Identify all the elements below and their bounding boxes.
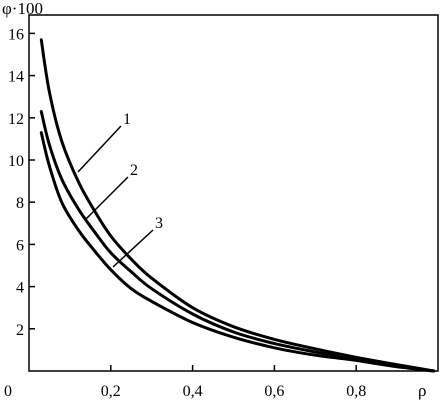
origin-label: 0 [4, 383, 12, 400]
series-lines [39, 38, 436, 373]
y-tick-label: 12 [8, 111, 24, 128]
x-axis-ticks: 0,2 0,4 0,6 0,8 [101, 365, 366, 400]
y-tick-label: 8 [16, 195, 24, 212]
series-label-1: 1 [123, 111, 131, 128]
series-leader-3 [112, 229, 154, 268]
y-tick-label: 16 [8, 26, 24, 43]
y-tick-label: 10 [8, 153, 24, 170]
x-axis-title: ρ [418, 381, 426, 400]
y-tick-label: 14 [8, 69, 24, 86]
series-label-3: 3 [155, 215, 163, 232]
series-line-3 [39, 131, 436, 373]
plot-frame [28, 14, 439, 372]
series-line-1 [39, 38, 436, 373]
series-labels: 1 2 3 [77, 111, 163, 268]
y-tick-label: 6 [16, 237, 24, 254]
y-axis-title: φ·100 [2, 0, 43, 18]
y-tick-label: 4 [16, 280, 24, 297]
series-line-2 [39, 110, 436, 373]
series-label-2: 2 [130, 162, 138, 179]
x-tick-label: 0,2 [101, 383, 121, 400]
x-tick-label: 0,8 [346, 383, 366, 400]
x-tick-label: 0,4 [183, 383, 203, 400]
series-leader-1 [77, 125, 122, 173]
y-axis-ticks: 2 4 6 8 10 12 14 16 [8, 26, 35, 339]
series-leader-2 [85, 176, 129, 220]
x-tick-label: 0,6 [264, 383, 284, 400]
y-tick-label: 2 [16, 322, 24, 339]
